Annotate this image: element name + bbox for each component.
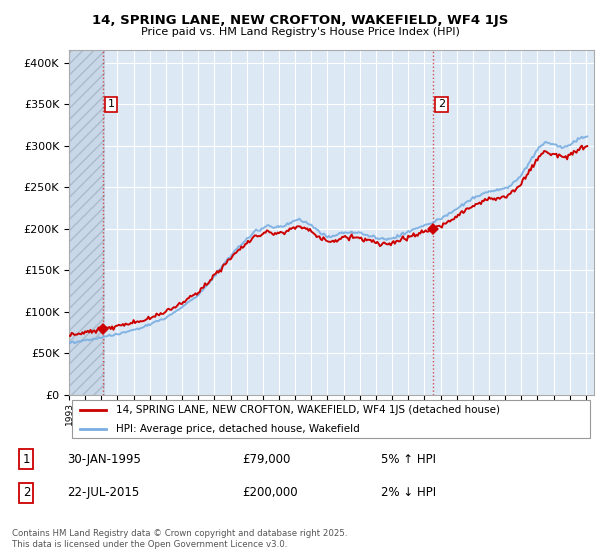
Text: 14, SPRING LANE, NEW CROFTON, WAKEFIELD, WF4 1JS: 14, SPRING LANE, NEW CROFTON, WAKEFIELD,… <box>92 14 508 27</box>
Text: 30-JAN-1995: 30-JAN-1995 <box>67 452 140 466</box>
Text: Contains HM Land Registry data © Crown copyright and database right 2025.
This d: Contains HM Land Registry data © Crown c… <box>12 529 347 549</box>
Text: 1: 1 <box>23 452 30 466</box>
Bar <box>69 50 104 395</box>
Text: HPI: Average price, detached house, Wakefield: HPI: Average price, detached house, Wake… <box>116 424 360 433</box>
Text: Price paid vs. HM Land Registry's House Price Index (HPI): Price paid vs. HM Land Registry's House … <box>140 27 460 37</box>
Text: 2: 2 <box>23 486 30 500</box>
Text: 2: 2 <box>438 99 445 109</box>
Text: £79,000: £79,000 <box>242 452 291 466</box>
Text: 1: 1 <box>107 99 115 109</box>
Text: 5% ↑ HPI: 5% ↑ HPI <box>380 452 436 466</box>
Text: 14, SPRING LANE, NEW CROFTON, WAKEFIELD, WF4 1JS (detached house): 14, SPRING LANE, NEW CROFTON, WAKEFIELD,… <box>116 405 500 415</box>
Text: 2% ↓ HPI: 2% ↓ HPI <box>380 486 436 500</box>
Text: 22-JUL-2015: 22-JUL-2015 <box>67 486 139 500</box>
Text: £200,000: £200,000 <box>242 486 298 500</box>
FancyBboxPatch shape <box>71 400 590 438</box>
